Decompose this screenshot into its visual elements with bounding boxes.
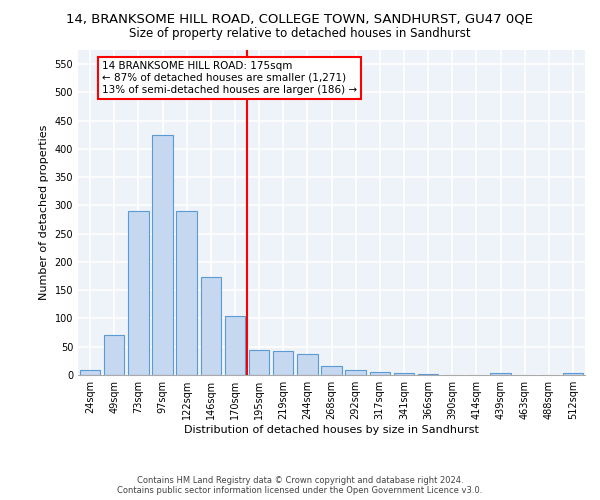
- Text: 14, BRANKSOME HILL ROAD, COLLEGE TOWN, SANDHURST, GU47 0QE: 14, BRANKSOME HILL ROAD, COLLEGE TOWN, S…: [67, 12, 533, 26]
- Bar: [297, 354, 317, 375]
- Bar: [563, 372, 583, 375]
- Bar: [80, 370, 100, 375]
- Bar: [249, 350, 269, 375]
- Text: 14 BRANKSOME HILL ROAD: 175sqm
← 87% of detached houses are smaller (1,271)
13% : 14 BRANKSOME HILL ROAD: 175sqm ← 87% of …: [102, 62, 357, 94]
- Bar: [152, 135, 173, 375]
- Bar: [104, 336, 124, 375]
- Bar: [346, 370, 366, 375]
- Bar: [418, 374, 439, 375]
- Bar: [273, 352, 293, 375]
- Text: Contains HM Land Registry data © Crown copyright and database right 2024.
Contai: Contains HM Land Registry data © Crown c…: [118, 476, 482, 495]
- Bar: [128, 210, 149, 375]
- Y-axis label: Number of detached properties: Number of detached properties: [39, 125, 49, 300]
- Bar: [200, 276, 221, 375]
- Text: Size of property relative to detached houses in Sandhurst: Size of property relative to detached ho…: [129, 28, 471, 40]
- X-axis label: Distribution of detached houses by size in Sandhurst: Distribution of detached houses by size …: [184, 425, 479, 435]
- Bar: [394, 374, 414, 375]
- Bar: [321, 366, 342, 375]
- Bar: [224, 316, 245, 375]
- Bar: [370, 372, 390, 375]
- Bar: [490, 372, 511, 375]
- Bar: [176, 210, 197, 375]
